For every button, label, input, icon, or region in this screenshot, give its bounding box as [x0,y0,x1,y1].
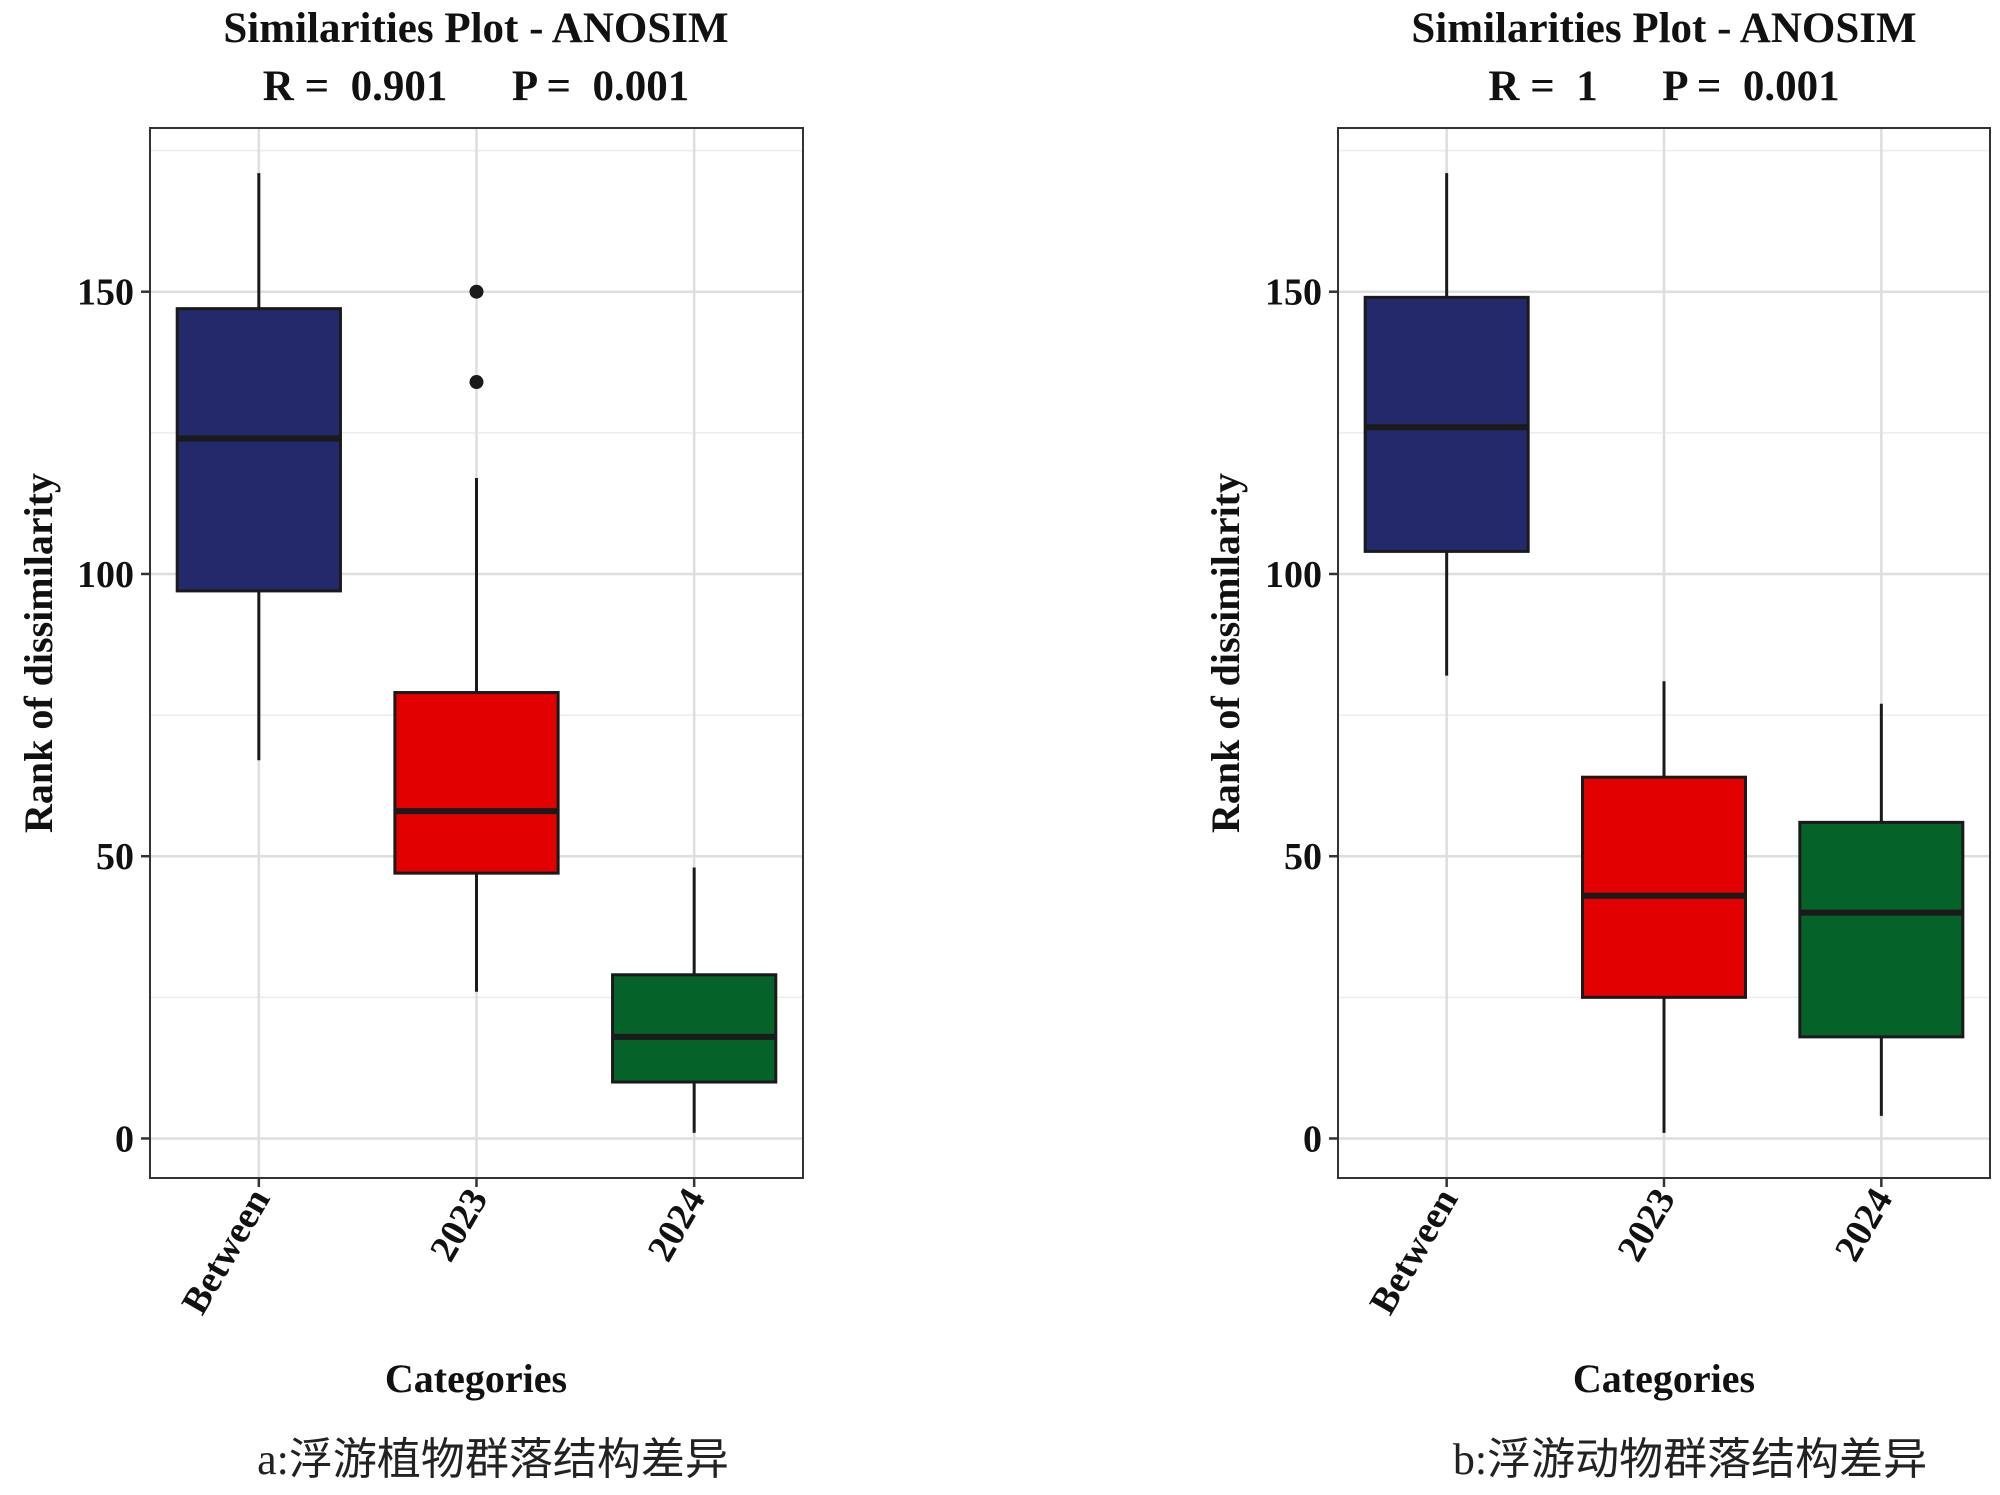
x-axis-label: Categories [1573,1356,1755,1401]
chart-title: Similarities Plot - ANOSIM [1411,5,1916,52]
y-tick-label: 50 [1284,836,1322,878]
chart-panel-b: 0 50 100 150 Between 2023 2024 Similarities Plo… [1203,5,1991,1484]
y-axis-label: Rank of dissimilarity [1203,473,1248,833]
x-axis-label: Categories [385,1356,567,1401]
box-2024 [1798,703,1965,1116]
x-tick-label: 2024 [1827,1182,1901,1269]
y-tick-label: 100 [77,554,134,596]
x-tick-label: Between [174,1182,279,1322]
box-body [1581,775,1747,999]
figure-caption: a:浮游植物群落结构差异 [257,1435,729,1484]
box-between [1363,173,1530,676]
box-2024 [611,867,778,1133]
x-tick-label: 2024 [640,1182,714,1269]
y-tick-label: 50 [96,836,134,878]
y-tick-label: 150 [1265,272,1322,314]
y-axis-label: Rank of dissimilarity [16,473,61,833]
figure-caption: b:浮游动物群落结构差异 [1453,1435,1927,1484]
x-tick-label: 2023 [1609,1182,1683,1269]
box-between [175,173,342,761]
box-body [611,973,778,1084]
outlier-point [469,284,484,299]
box-2023 [1581,681,1747,1133]
outlier-point [469,375,484,390]
box-body [175,307,342,593]
chart-subtitle: R = 1 P = 0.001 [1488,63,1839,110]
y-tick-label: 0 [1303,1118,1322,1160]
box-2023 [393,284,560,992]
y-tick-label: 100 [1265,554,1322,596]
x-tick-label: Between [1361,1182,1466,1322]
chart-subtitle: R = 0.901 P = 0.001 [263,63,689,110]
chart-title: Similarities Plot - ANOSIM [223,5,728,52]
x-tick-label: 2023 [422,1182,496,1269]
y-tick-label: 0 [115,1118,134,1160]
y-tick-label: 150 [77,272,134,314]
box-body [1798,820,1965,1039]
box-body [393,691,560,875]
chart-panel-a: 0 50 100 150 Between 2023 2024 Similarities Plo… [16,5,804,1484]
